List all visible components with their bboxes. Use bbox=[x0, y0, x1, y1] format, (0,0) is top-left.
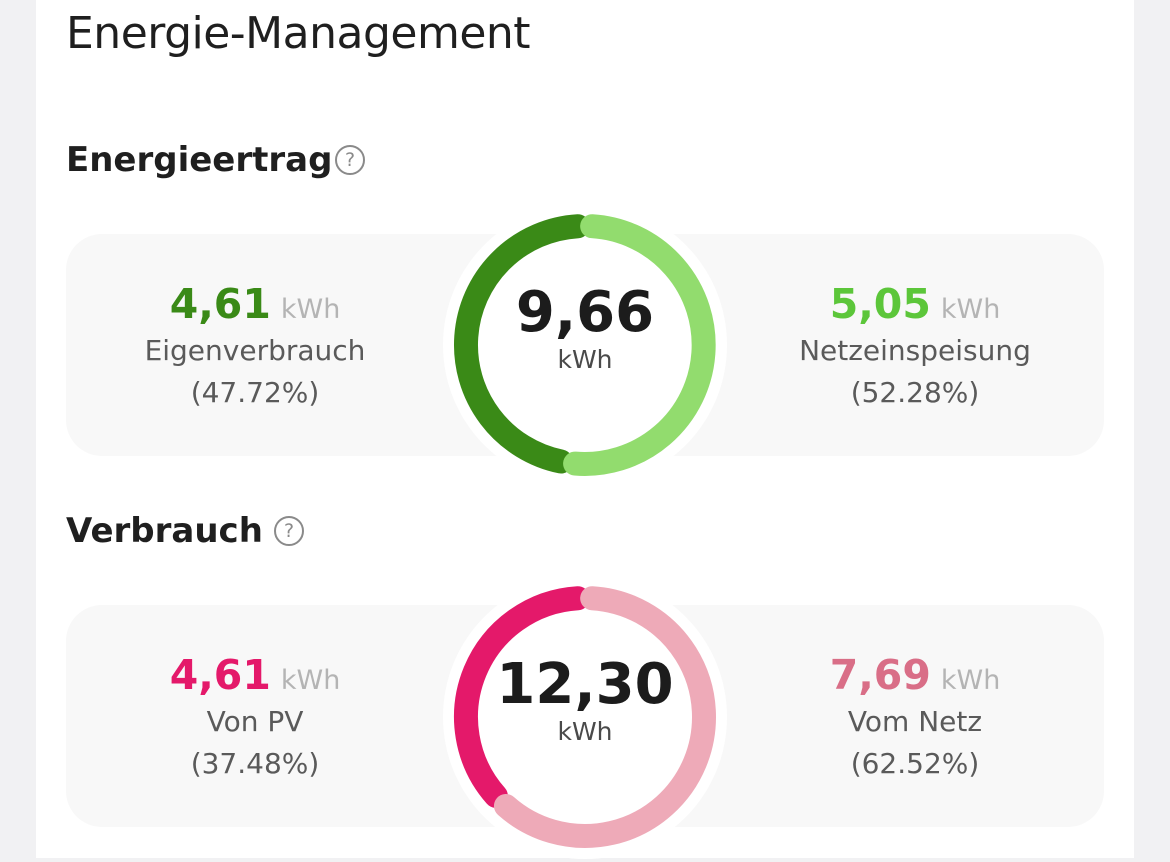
netzeinspeisung-percent: (52.28%) bbox=[850, 376, 980, 409]
von-pv-percent: (37.48%) bbox=[190, 747, 320, 780]
energieertrag-total: 9,66 bbox=[515, 280, 655, 345]
vom-netz-unit: kWh bbox=[940, 665, 1001, 696]
energieertrag-total-unit: kWh bbox=[557, 345, 613, 374]
question-circle-icon[interactable]: ? bbox=[335, 145, 365, 175]
von-pv-value: 4,61 bbox=[169, 651, 271, 699]
verbrauch-total: 12,30 bbox=[496, 652, 674, 717]
question-circle-icon[interactable]: ? bbox=[274, 516, 304, 546]
vom-netz-percent: (62.52%) bbox=[850, 747, 980, 780]
eigenverbrauch-percent: (47.72%) bbox=[190, 376, 320, 409]
vom-netz-arc bbox=[493, 586, 716, 848]
eigenverbrauch-arc bbox=[453, 214, 590, 474]
eigenverbrauch-unit: kWh bbox=[280, 294, 341, 325]
verbrauch-ring: 12,30 kWh bbox=[440, 572, 730, 862]
eigenverbrauch-label: Eigenverbrauch bbox=[144, 334, 366, 367]
von-pv-stat: 4,61 kWh Von PV (37.48%) bbox=[75, 649, 435, 785]
von-pv-unit: kWh bbox=[280, 665, 341, 696]
netzeinspeisung-label: Netzeinspeisung bbox=[799, 334, 1031, 367]
eigenverbrauch-stat: 4,61 kWh Eigenverbrauch (47.72%) bbox=[75, 278, 435, 414]
netzeinspeisung-value: 5,05 bbox=[829, 280, 931, 328]
page-title: Energie-Management bbox=[66, 8, 531, 59]
vom-netz-stat: 7,69 kWh Vom Netz (62.52%) bbox=[735, 649, 1095, 785]
netzeinspeisung-unit: kWh bbox=[940, 294, 1001, 325]
von-pv-arc bbox=[454, 586, 590, 808]
section-title-verbrauch: Verbrauch bbox=[66, 511, 263, 551]
vom-netz-label: Vom Netz bbox=[847, 705, 983, 738]
netzeinspeisung-arc bbox=[563, 214, 716, 476]
section-title-energieertrag: Energieertrag bbox=[66, 140, 333, 180]
vom-netz-value: 7,69 bbox=[829, 651, 931, 699]
netzeinspeisung-stat: 5,05 kWh Netzeinspeisung (52.28%) bbox=[735, 278, 1095, 414]
energieertrag-ring: 9,66 kWh bbox=[440, 200, 730, 490]
von-pv-label: Von PV bbox=[206, 705, 304, 738]
verbrauch-total-unit: kWh bbox=[557, 717, 613, 746]
eigenverbrauch-value: 4,61 bbox=[169, 280, 271, 328]
energy-management-card: Energie-Management Energieertrag ? 4,61 k… bbox=[36, 0, 1134, 859]
